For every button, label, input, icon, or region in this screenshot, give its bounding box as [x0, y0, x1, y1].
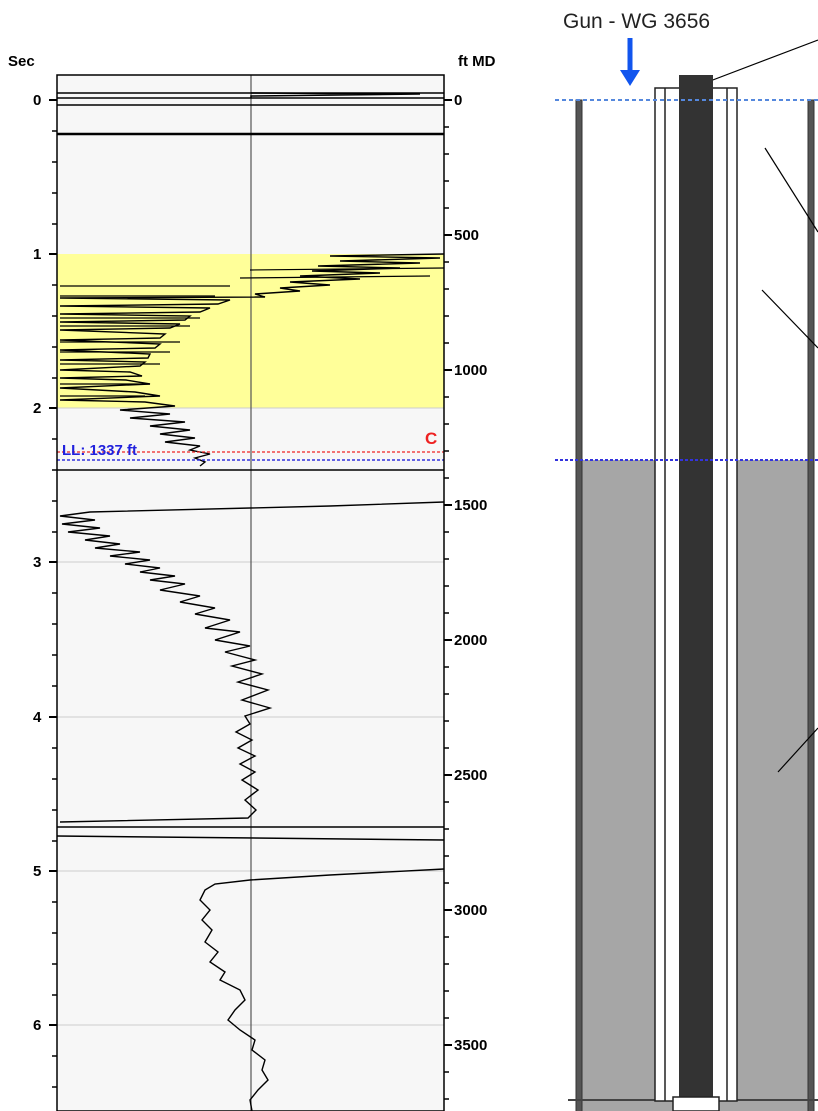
depth-axis-major-ticks: [444, 99, 452, 1046]
depth-tick-label: 2500: [454, 767, 487, 784]
gun-label: Gun - WG 3656: [563, 10, 710, 33]
depth-axis: ft MD: [444, 53, 496, 1100]
depth-tick-label: 3500: [454, 1037, 487, 1054]
trace-bottom-divider: [56, 835, 445, 841]
collar-marker-label: C: [425, 429, 437, 448]
depth-tick-label: 500: [454, 227, 479, 244]
sec-axis: Sec 0 1: [8, 53, 57, 1088]
depth-tick-label: 1500: [454, 497, 487, 514]
tubing-bottom-plug: [672, 1096, 720, 1111]
depth-axis-title: ft MD: [458, 53, 496, 70]
gun-pointer-line: [696, 39, 818, 87]
sec-tick-label: 5: [33, 863, 41, 880]
depth-tick-label: 1000: [454, 362, 487, 379]
trace-fluid-reflection: [59, 501, 445, 823]
sec-axis-minor-ticks: [52, 130, 57, 1088]
sec-tick-label: 3: [33, 554, 41, 571]
depth-tick-label: 3000: [454, 902, 487, 919]
wellbore-schematic: Gun - WG 3656: [555, 10, 818, 1111]
trace-spikes: [60, 267, 445, 397]
casing-left-wall: [575, 99, 583, 1111]
sec-tick-label: 4: [33, 709, 42, 726]
trace-firing-pulse: [250, 92, 421, 98]
depth-tick-label: 2000: [454, 632, 487, 649]
sec-tick-label: 0: [33, 92, 41, 109]
sec-tick-label: 1: [33, 246, 41, 263]
sec-axis-title: Sec: [8, 53, 35, 70]
gun-arrow-icon: [620, 38, 640, 86]
sec-tick-label: 2: [33, 400, 41, 417]
depth-tick-label: 0: [454, 92, 462, 109]
sec-tick-label: 6: [33, 1017, 41, 1034]
liquid-level-label: LL: 1337 ft: [62, 442, 137, 459]
acoustic-trace-chart: LL: 1337 ft C Sec: [8, 53, 496, 1111]
trace-echo-zone: [59, 253, 445, 467]
trace-bottom-zone: [199, 868, 445, 1111]
annotation-leaders: [761, 147, 818, 773]
rod-string: [679, 75, 713, 1101]
casing-right-wall: [807, 99, 815, 1111]
depth-axis-minor-ticks: [444, 126, 449, 1100]
sec-axis-major-ticks: [49, 99, 57, 1026]
